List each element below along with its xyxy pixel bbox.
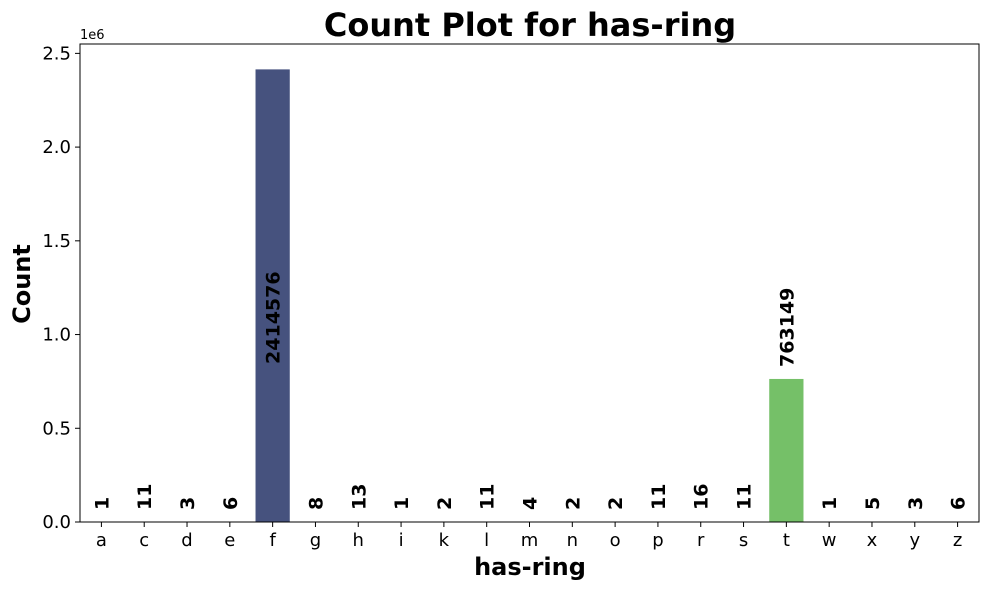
data-label-x: 5 [862, 497, 884, 510]
data-label-d: 3 [177, 497, 199, 510]
data-label-l: 11 [477, 484, 499, 510]
x-tick-label-x: x [867, 530, 878, 551]
x-tick-label-t: t [783, 530, 790, 551]
data-label-r: 16 [691, 484, 713, 510]
bars-group [84, 69, 975, 522]
plot-frame [79, 43, 980, 523]
x-tick-label-i: i [399, 530, 404, 551]
data-label-m: 4 [520, 497, 542, 510]
y-tick-label: 0.0 [42, 512, 71, 533]
x-tick-label-h: h [353, 530, 364, 551]
data-label-f: 2414576 [263, 271, 285, 364]
bar-f [255, 69, 290, 522]
x-tick-label-s: s [739, 530, 748, 551]
x-tick-label-e: e [224, 530, 235, 551]
y-tick-label: 0.5 [42, 418, 71, 439]
bar-t [769, 378, 804, 522]
x-axis-label: has-ring [474, 553, 586, 581]
y-tick-label: 1.5 [42, 231, 71, 252]
y-axis-offset-label: 1e6 [80, 28, 105, 43]
x-tick-label-n: n [567, 530, 578, 551]
data-label-c: 11 [134, 484, 156, 510]
data-label-n: 2 [562, 497, 584, 510]
data-label-t: 763149 [776, 288, 798, 367]
chart-title: Count Plot for has-ring [324, 6, 736, 44]
data-label-g: 8 [305, 497, 327, 510]
data-label-o: 2 [605, 497, 627, 510]
x-tick-label-z: z [953, 530, 962, 551]
x-tick-label-p: p [652, 530, 663, 551]
data-label-a: 1 [91, 497, 113, 510]
data-label-w: 1 [819, 497, 841, 510]
data-label-y: 3 [905, 497, 927, 510]
x-tick-label-f: f [269, 530, 276, 551]
x-tick-label-g: g [310, 530, 321, 551]
x-tick-label-d: d [181, 530, 192, 551]
x-tick-label-m: m [521, 530, 539, 551]
x-tick-label-l: l [484, 530, 489, 551]
x-tick-label-a: a [96, 530, 107, 551]
data-label-e: 6 [220, 497, 242, 510]
data-label-s: 11 [734, 484, 756, 510]
x-tick-label-r: r [697, 530, 705, 551]
y-tick-label: 2.5 [42, 43, 71, 64]
x-tick-label-w: w [822, 530, 837, 551]
x-tick-label-k: k [439, 530, 450, 551]
data-label-p: 11 [648, 484, 670, 510]
data-label-i: 1 [391, 497, 413, 510]
data-label-h: 13 [348, 484, 370, 510]
x-tick-label-o: o [610, 530, 621, 551]
data-label-z: 6 [948, 497, 970, 510]
data-label-k: 2 [434, 497, 456, 510]
y-tick-label: 1.0 [42, 325, 71, 346]
y-axis-label: Count [8, 244, 36, 324]
y-ticks-group: 0.0 0.5 1.0 1.5 2.0 2.5 [42, 43, 80, 533]
y-tick-label: 2.0 [42, 137, 71, 158]
x-tick-label-y: y [909, 530, 920, 551]
x-tick-label-c: c [139, 530, 149, 551]
